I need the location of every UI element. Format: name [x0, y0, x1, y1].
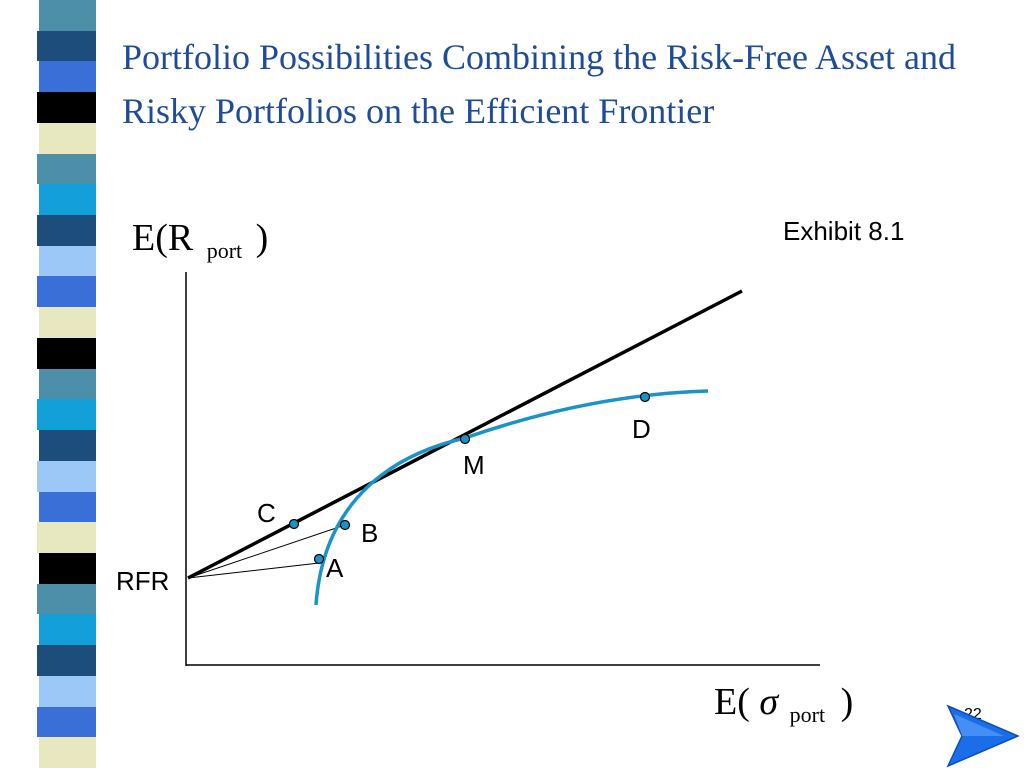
rfr-label: RFR — [116, 566, 169, 596]
x-axis-label-symbol: σ — [759, 681, 779, 723]
point-a-marker — [313, 553, 325, 565]
stripe-block — [37, 706, 96, 738]
point-b-marker — [339, 519, 351, 531]
stripe-block — [37, 215, 96, 246]
y-axis-label-close: ) — [256, 217, 269, 259]
stripe-block — [37, 276, 96, 308]
stripe-block — [39, 491, 96, 523]
stripe-block — [37, 460, 96, 492]
x-axis-label-main: E( — [714, 681, 750, 723]
stripe-block — [39, 675, 96, 707]
point-a-label: A — [326, 553, 344, 583]
rfr-to-b-line — [187, 524, 346, 579]
stripe-block — [39, 245, 96, 277]
stripe-block — [37, 645, 96, 676]
point-b-label: B — [361, 518, 378, 548]
stripe-block — [37, 399, 96, 431]
y-axis-label: E(R port ) — [132, 217, 268, 267]
stripe-block — [39, 737, 96, 768]
stripe-block — [37, 337, 96, 369]
stripe-block — [39, 307, 96, 338]
stripe-block — [39, 614, 96, 646]
stripe-block — [39, 184, 96, 216]
stripe-block — [39, 430, 96, 461]
stripe-block — [37, 153, 96, 185]
x-axis-label-subscript: port — [790, 702, 825, 727]
x-axis-label: E( σ port ) — [714, 681, 853, 731]
y-axis-label-subscript: port — [207, 238, 242, 263]
point-m-label: M — [463, 450, 485, 480]
stripe-block — [37, 30, 96, 62]
stripe-block — [39, 0, 96, 31]
stripe-block — [37, 92, 96, 123]
point-c-marker — [288, 518, 300, 530]
slide-title: Portfolio Possibilities Combining the Ri… — [122, 37, 957, 131]
stripe-block — [37, 583, 96, 615]
decorative-stripe — [37, 0, 96, 768]
rfr-to-a-line — [187, 562, 320, 579]
stripe-block — [37, 522, 96, 553]
y-axis-label-main: E(R — [132, 217, 194, 259]
stripe-block — [39, 368, 96, 400]
point-m-marker — [459, 433, 471, 445]
point-c-label: C — [257, 498, 276, 528]
slide-left-edge — [0, 0, 8, 768]
stripe-block — [39, 61, 96, 93]
x-axis-label-close: ) — [841, 681, 854, 723]
point-d-label: D — [632, 414, 651, 444]
stripe-block — [39, 122, 96, 154]
next-slide-arrow-icon[interactable] — [944, 704, 1024, 768]
stripe-block — [39, 552, 96, 584]
point-d-marker — [639, 391, 651, 403]
exhibit-label: Exhibit 8.1 — [783, 216, 905, 246]
